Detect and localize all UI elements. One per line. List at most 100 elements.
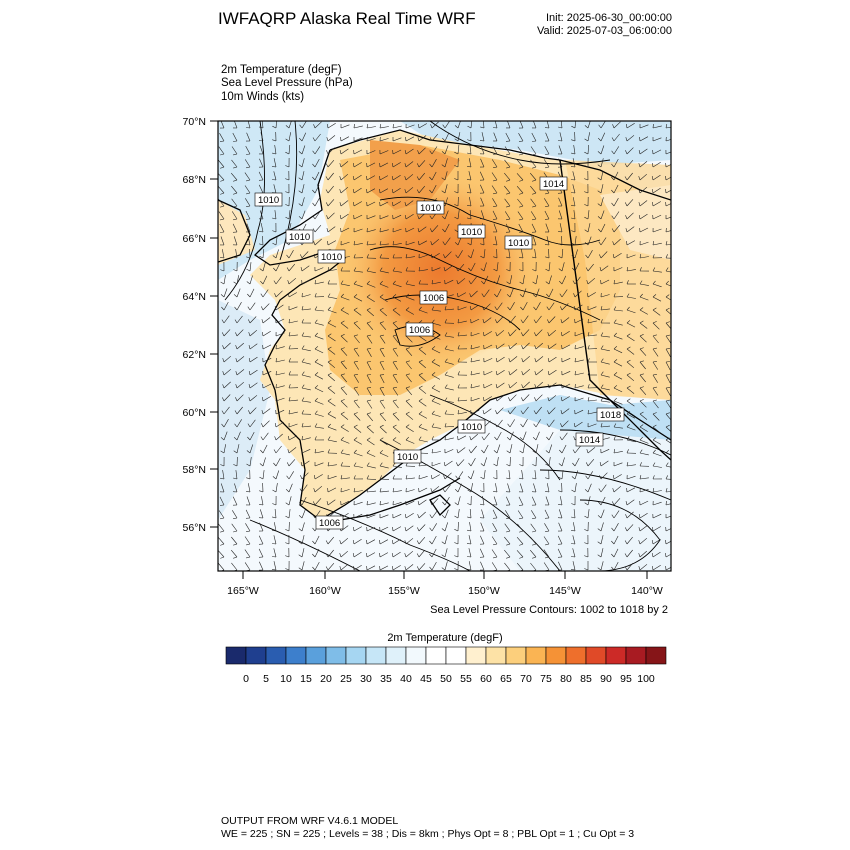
wind-barb [244,185,251,194]
wind-barb-flag [300,267,303,272]
wind-barb-flag [613,385,618,389]
wind-barb [652,283,662,288]
wind-barb-flag [558,243,563,246]
wind-barb [405,241,415,246]
wind-barb-flag [639,475,642,480]
wind-barb [613,561,619,571]
wind-barb [444,158,448,168]
wind-barb [379,490,390,493]
wind-barb-flag [272,489,277,493]
wind-barb [392,214,402,220]
wind-barb-flag [220,477,225,480]
wind-barb [558,145,563,155]
wind-barb-flag [417,501,420,506]
wind-barb-flag [235,397,238,402]
wind-barb-flag [652,475,655,480]
wind-barb-flag [271,543,277,545]
wind-barb [639,426,648,432]
wind-barb-flag [366,387,372,389]
wind-barb [444,251,452,259]
wind-barb [626,348,635,355]
wind-barb-flag [639,136,641,142]
wind-barb [444,348,454,352]
wind-barb [626,226,635,233]
wind-barb [314,426,324,429]
wind-barb-flag [379,399,384,402]
wind-barb [275,304,284,311]
wind-barb-flag [652,280,656,285]
wind-barb [574,421,583,428]
wind-barb-flag [366,374,372,376]
wind-barb-flag [652,566,654,571]
wind-barb-flag [405,475,408,480]
wind-barb [531,510,537,519]
wind-barb [561,289,568,298]
wind-barb-flag [366,475,369,480]
wind-barb-flag [234,423,238,428]
wind-barb-flag [272,242,277,246]
wind-barb-flag [300,462,303,467]
wind-barb [418,147,426,155]
wind-barb [600,400,610,403]
wind-barb [379,526,389,532]
wind-barb [244,562,251,571]
wind-barb-flag [587,410,589,415]
wind-barb-flag [480,463,485,467]
wind-barb [531,496,537,506]
wind-barb [273,535,277,545]
wind-barb [613,485,622,493]
wind-barb [379,175,389,181]
wind-barb [444,132,450,142]
wind-barb-flag [429,527,433,532]
wind-barb [431,535,437,545]
wind-barb [366,201,376,207]
wind-barb-flag [638,163,641,168]
wind-barb [457,435,467,441]
wind-barb [353,361,359,370]
wind-barb-flag [312,540,316,545]
wind-barb [275,332,285,337]
wind-barb-flag [652,307,657,311]
wind-barb [483,457,487,467]
wind-barb [327,361,336,369]
wind-barb [652,452,662,457]
wind-barb-flag [470,383,472,389]
svg-text:1010: 1010 [508,238,529,249]
wind-barb-flag [665,399,670,402]
wind-barb-flag [260,436,264,441]
wind-barb-flag [532,205,537,208]
wind-barb [530,211,537,220]
wind-barb [431,225,439,233]
wind-barb-flag [220,517,225,520]
wind-barb-flag [339,553,342,558]
wind-barb [613,462,623,467]
wind-barb [262,383,272,389]
wind-barb-flag [534,358,537,363]
wind-barb [236,302,242,311]
wind-barb-flag [613,475,615,480]
colorbar-title: 2m Temperature (degF) [387,632,503,644]
wind-barb-flag [287,449,290,454]
wind-barb [231,562,238,571]
wind-barb [652,426,661,433]
wind-barb [327,322,337,328]
wind-barb-flag [339,163,342,168]
wind-barb [379,201,389,207]
wind-barb-flag [418,436,422,441]
wind-barb-flag [392,437,397,441]
wind-barb-flag [613,359,618,363]
wind-barb [600,223,606,233]
wind-barb-flag [520,423,524,428]
wind-barb [600,472,608,480]
wind-barb [249,248,251,259]
wind-barb-flag [247,306,251,311]
wind-barb [366,150,376,155]
wind-barb-flag [431,372,436,376]
wind-barb-flag [597,190,602,194]
wind-barb [314,121,322,129]
wind-barb [353,228,363,233]
wind-barb-flag [665,412,670,415]
wind-barb [506,496,511,506]
wind-barb [353,526,362,532]
lat-label: 60°N [183,407,206,419]
